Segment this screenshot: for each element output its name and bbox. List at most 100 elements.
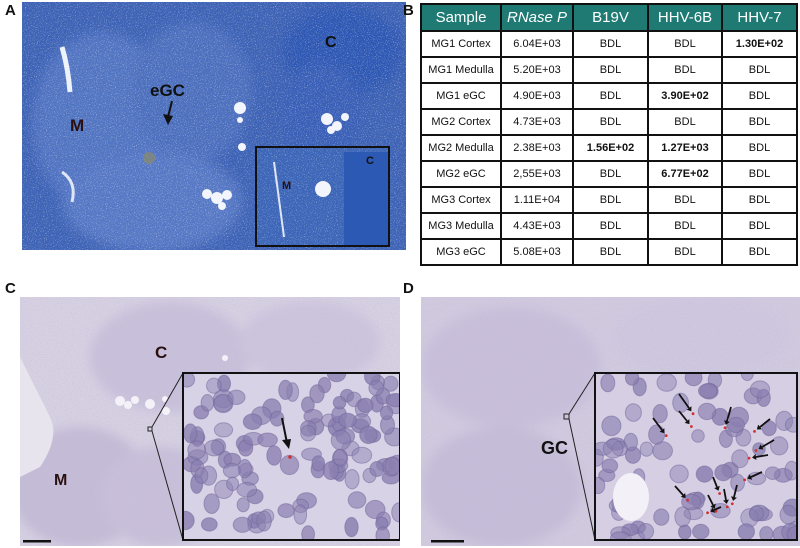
nucleus — [309, 384, 325, 404]
arrowhead-d — [756, 424, 762, 430]
header-rnase-p: RNase P — [500, 3, 574, 32]
nucleus — [200, 394, 215, 412]
nucleus — [601, 415, 622, 437]
nucleus — [347, 491, 367, 509]
signal-dot — [718, 492, 721, 495]
table-cell-sample: MG1 Cortex — [420, 30, 502, 58]
panel-c-inset — [182, 372, 400, 541]
nucleus — [311, 455, 326, 472]
nucleus — [653, 508, 670, 526]
table-cell-b19v: 1.56E+02 — [572, 134, 649, 162]
arrow-d — [726, 406, 732, 422]
signal-dot — [664, 434, 668, 437]
arrowhead-d — [724, 420, 730, 425]
nucleus — [669, 464, 689, 484]
nucleus — [257, 432, 278, 448]
nucleus — [266, 445, 282, 466]
table-cell-rnase: 4.73E+03 — [500, 108, 574, 136]
nucleus — [748, 505, 764, 522]
table-cell-hhv6b: BDL — [647, 56, 723, 84]
nucleus — [714, 464, 733, 482]
nucleus — [232, 516, 253, 533]
nucleus — [639, 441, 654, 457]
table-cell-rnase: 6.04E+03 — [500, 30, 574, 58]
signal-dot — [714, 509, 718, 513]
qpcr-table: Sample RNase P B19V HHV-6B HHV-7 MG1 Cor… — [420, 3, 798, 266]
arrowhead-d — [710, 503, 716, 509]
table-cell-hhv6b: 3.90E+02 — [647, 82, 723, 110]
scale-bar-d — [431, 540, 464, 543]
table-cell-hhv7: BDL — [721, 56, 798, 84]
label-cortex-c: C — [155, 343, 168, 362]
nucleus — [203, 493, 220, 515]
arrowhead-d — [758, 444, 764, 450]
nucleus — [242, 413, 263, 430]
scale-bar-c — [23, 540, 51, 543]
nucleus — [784, 460, 797, 481]
nucleus — [648, 424, 666, 445]
label-inset-cortex: C — [366, 155, 374, 167]
table-cell-rnase: 4.43E+03 — [500, 212, 574, 240]
signal-dot — [730, 502, 734, 506]
panel-d-inset — [594, 372, 798, 541]
nucleus — [752, 442, 766, 456]
table-cell-b19v: BDL — [572, 160, 649, 188]
table-cell-hhv7: BDL — [721, 108, 798, 136]
arrow-d — [713, 506, 722, 511]
label-medulla-c: M — [54, 472, 68, 489]
nucleus — [379, 405, 394, 421]
nucleus — [332, 448, 348, 467]
arrow-d — [723, 488, 727, 501]
signal-dot — [689, 425, 693, 428]
arrow-d — [761, 439, 775, 448]
header-hhv6b: HHV-6B — [647, 3, 723, 32]
nucleus — [749, 380, 771, 399]
nucleus — [301, 525, 315, 540]
arrowhead-d — [686, 406, 692, 412]
signal-dot — [753, 429, 756, 433]
table-cell-hhv7: BDL — [721, 82, 798, 110]
nucleus — [385, 393, 400, 408]
table-cell-rnase: 4.90E+03 — [500, 82, 574, 110]
arrowhead-d — [659, 428, 665, 434]
nucleus — [695, 465, 714, 483]
nucleus — [726, 416, 745, 434]
nucleus — [194, 467, 209, 484]
table-cell-hhv7: BDL — [721, 160, 798, 188]
nucleus — [338, 412, 357, 428]
nucleus — [213, 422, 234, 438]
nucleus — [730, 473, 746, 492]
nucleus — [692, 523, 710, 540]
arrow-d — [678, 410, 688, 422]
table-cell-hhv6b: BDL — [647, 186, 723, 214]
nucleus — [322, 461, 339, 481]
table-cell-rnase: 5.20E+03 — [500, 56, 574, 84]
table-cell-hhv6b: 6.77E+02 — [647, 160, 723, 188]
nucleus — [278, 379, 293, 401]
nucleus — [200, 517, 218, 532]
table-header-row: Sample RNase P B19V HHV-6B HHV-7 — [420, 3, 798, 32]
nucleus — [368, 380, 385, 396]
table-cell-hhv7: BDL — [721, 186, 798, 214]
table-cell-hhv6b: BDL — [647, 212, 723, 240]
nucleus — [256, 510, 272, 532]
table-row: MG3 eGC 5.08E+03 BDL BDL BDL — [420, 238, 798, 266]
table-cell-rnase: 2,55E+03 — [500, 160, 574, 188]
nucleus — [637, 523, 655, 540]
table-cell-hhv6b: BDL — [647, 238, 723, 266]
nucleus — [684, 373, 703, 387]
nucleus — [601, 458, 619, 474]
arrow-d — [750, 471, 763, 478]
nucleus — [681, 493, 702, 511]
label-medulla-a: M — [70, 116, 85, 135]
arrowhead-d — [680, 493, 686, 498]
nucleus — [183, 373, 196, 388]
arrow-d — [759, 418, 771, 428]
nucleus — [226, 476, 240, 492]
table-cell-b19v: BDL — [572, 82, 649, 110]
nucleus — [691, 429, 705, 443]
arrowhead-d — [747, 474, 753, 480]
arrow-d — [674, 485, 684, 496]
table-row: MG1 Cortex 6.04E+03 BDL BDL 1.30E+02 — [420, 30, 798, 58]
panel-d-micrograph — [421, 297, 800, 546]
